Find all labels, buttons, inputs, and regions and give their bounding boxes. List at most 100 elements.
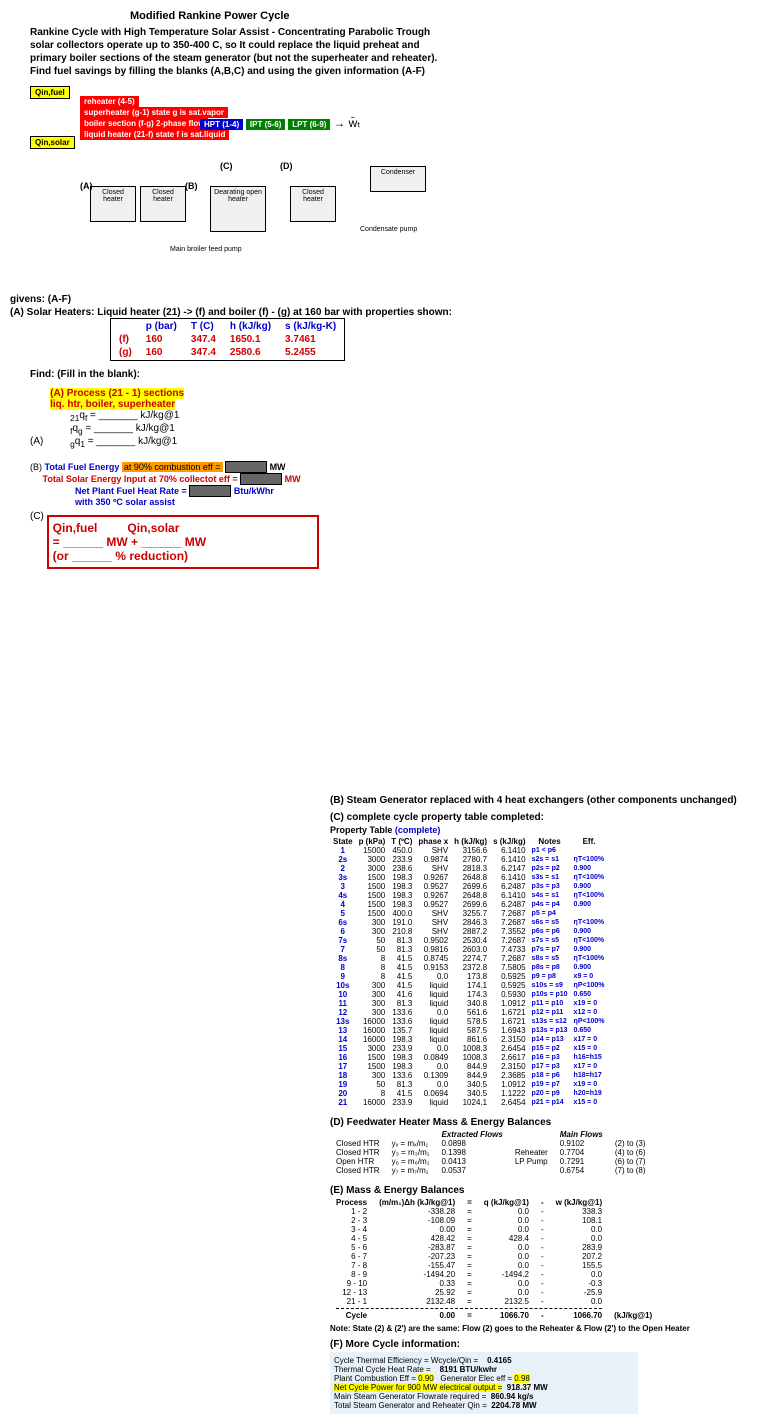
table-row: 21 - 12132.48=2132.5-0.0: [330, 1297, 658, 1306]
givens-header: givens: (A-F): [10, 294, 783, 305]
table-row: 12 - 1325.92=0.0--25.9: [330, 1288, 658, 1297]
intro-line-1: Rankine Cycle with High Temperature Sola…: [30, 27, 430, 38]
find-header: Find: (Fill in the blank):: [30, 369, 783, 380]
table-row: Closed HTRy₇ = m₇/m₁0.05370.6754(7) to (…: [330, 1166, 652, 1175]
eh-2: =: [461, 1198, 478, 1207]
sb-u1: MW: [270, 462, 286, 472]
givens-line-a: (A) Solar Heaters: Liquid heater (21) ->…: [10, 307, 783, 318]
intro-line-3: primary boiler sections of the steam gen…: [30, 53, 437, 64]
sec-c-header: (C) complete cycle property table comple…: [330, 812, 780, 823]
energy-balance-table: Process (m/m₁)Δh (kJ/kg@1) = q (kJ/kg@1)…: [330, 1198, 658, 1320]
sec-f-title: (F) More Cycle information:: [330, 1339, 780, 1350]
intro-text: Rankine Cycle with High Temperature Sola…: [30, 26, 783, 78]
label-D: (D): [280, 161, 293, 171]
table-row: 9841.50.0173.80.5925p9 = p8x9 = 0: [330, 972, 607, 981]
f0-1: 0.4165: [487, 1356, 511, 1365]
sb-l3: Net Plant Fuel Heat Rate =: [75, 486, 187, 496]
table-row: 1030041.6liquid174.30.5930p10s = p100.65…: [330, 990, 607, 999]
sc-label: (C): [30, 511, 44, 522]
sa-u2: kJ/kg@1: [136, 423, 175, 434]
page-title: Modified Rankine Power Cycle: [130, 10, 783, 22]
gh-s: s (kJ/kg-K): [279, 321, 342, 332]
table-row: 8841.50.91532372.87.5805p8s = p80.900: [330, 963, 607, 972]
cycle-info-box: Cycle Thermal Efficiency = Wcycle/Qin = …: [330, 1352, 638, 1414]
sec-d-title: (D) Feedwater Heater Mass & Energy Balan…: [330, 1117, 780, 1128]
eh-4: -: [535, 1198, 550, 1207]
table-row: Closed HTRy₃ = m₃/m₁0.1398Reheater0.7704…: [330, 1148, 652, 1157]
lpt-box: LPT (6-9): [288, 119, 330, 130]
sd-c1: Extracted Flows: [435, 1130, 508, 1139]
feedwater-table: Extracted Flows Main Flows Closed HTRyₓ …: [330, 1130, 652, 1175]
gg-2: 347.4: [185, 347, 222, 358]
condensate-pump: Condensate pump: [360, 226, 417, 233]
f2-0: Plant Combustion Eff =: [334, 1374, 416, 1383]
f4-1: 860.94 kg/s: [491, 1392, 534, 1401]
f3-0: Net Cycle Power for 900 MW electrical ou…: [334, 1383, 502, 1392]
gf-4: 3.7461: [279, 334, 342, 345]
sa-u3: kJ/kg@1: [138, 436, 177, 447]
ph-0: State: [330, 837, 356, 846]
table-row: 20841.50.0694340.51.1222p20 = p9h20=h19: [330, 1089, 607, 1098]
table-row: 4 - 5428.42=428.4-0.0: [330, 1234, 658, 1243]
f2-1: 0.90: [418, 1374, 434, 1383]
gf-3: 1650.1: [224, 334, 277, 345]
sec-e-title: (E) Mass & Energy Balances: [330, 1185, 780, 1196]
table-row: 161500198.30.08491008.32.6617p16 = p3h16…: [330, 1053, 607, 1062]
sd-c2: Main Flows: [554, 1130, 609, 1139]
gg-3: 2580.6: [224, 347, 277, 358]
ph-5: s (kJ/kg): [490, 837, 528, 846]
gh-p: p (bar): [140, 321, 183, 332]
table-row: 4s1500198.30.92672648.86.1410s4s = s1ηT<…: [330, 891, 607, 900]
gg-0: (g): [113, 347, 138, 358]
table-row: 6300210.8SHV2887.27.3552p6s = p60.900: [330, 927, 607, 936]
gf-2: 347.4: [185, 334, 222, 345]
property-table: State p (kPa) T (ºC) phase x h (kJ/kg) s…: [330, 837, 607, 1107]
ph-7: Eff.: [571, 837, 608, 846]
label-B: (B): [185, 181, 198, 191]
right-column: (B) Steam Generator replaced with 4 heat…: [330, 789, 780, 1414]
sa-u1: kJ/kg@1: [140, 410, 179, 421]
ec-6: (kJ/kg@1): [608, 1311, 658, 1320]
table-row: 10s30041.5liquid174.10.5925s10s = s9ηP<1…: [330, 981, 607, 990]
table-row: 9 - 100.33=0.0--0.3: [330, 1279, 658, 1288]
section-c-fill: Qin,fuel Qin,solar = ______ MW + ______ …: [47, 515, 319, 569]
eh-5: w (kJ/kg@1): [550, 1198, 608, 1207]
sb-u2: MW: [285, 474, 301, 484]
sb-u3: Btu/kWhr: [234, 486, 274, 496]
table-row: 6s300191.0SHV2846.37.2687s6s = s5ηT<100%: [330, 918, 607, 927]
sec-a-label: (A): [30, 436, 43, 447]
table-row: 153000233.90.01008.32.6454p15 = p2x15 = …: [330, 1044, 607, 1053]
sc-eq: = ______ MW + ______ MW: [53, 535, 206, 549]
f4-0: Main Steam Generator Flowrate required =: [334, 1392, 486, 1401]
ec-2: =: [461, 1311, 478, 1320]
intro-line-2: solar collectors operate up to 350-400 C…: [30, 40, 420, 51]
table-row: Closed HTRyₓ = mₓ/m₁0.08980.9102(2) to (…: [330, 1139, 652, 1148]
gg-4: 5.2455: [279, 347, 342, 358]
liquid-heater-box: liquid heater (21-f) state f is sat.liqu…: [80, 129, 229, 140]
ipt-box: IPT (5-6): [246, 119, 286, 130]
sec-b-header: (B) Steam Generator replaced with 4 heat…: [330, 795, 780, 806]
table-row: 2116000233.9liquid1024.12.6454p21 = p14x…: [330, 1098, 607, 1107]
ec-3: 1066.70: [478, 1311, 535, 1320]
table-row: 23000238.6SHV2818.36.2147p2s = p20.900: [330, 864, 607, 873]
table-row: 2 - 3-108.09=0.0-108.1: [330, 1216, 658, 1225]
f0-0: Cycle Thermal Efficiency = Wcycle/Qin =: [334, 1356, 478, 1365]
sc-q1: Qin,fuel: [53, 521, 98, 535]
condenser: Condenser: [370, 166, 426, 192]
ec-5: 1066.70: [550, 1311, 608, 1320]
table-row: 3 - 40.00=0.0-0.0: [330, 1225, 658, 1234]
qin-fuel-label: Qin,fuel: [30, 86, 70, 99]
gg-1: 160: [140, 347, 183, 358]
closed-heater-2: Closed heater: [140, 186, 186, 222]
table-row: 1416000198.3liquid861.62.3150p14 = p13x1…: [330, 1035, 607, 1044]
ec-1: 0.00: [373, 1311, 461, 1320]
sec-a-sub: liq. htr, boiler, superheater: [50, 399, 175, 410]
table-row: 195081.30.0340.51.0912p19 = p7x19 = 0: [330, 1080, 607, 1089]
label-A: (A): [80, 181, 93, 191]
table-row: 8s841.50.87452274.77.2687s8s = s5ηT<100%: [330, 954, 607, 963]
table-row: 41500198.30.95272699.66.2487p4s = p40.90…: [330, 900, 607, 909]
label-C: (C): [220, 161, 233, 171]
eh-0: Process: [330, 1198, 373, 1207]
note-e: Note: State (2) & (2') are the same: Flo…: [330, 1324, 780, 1333]
f3-1: 918.37 MW: [507, 1383, 548, 1392]
